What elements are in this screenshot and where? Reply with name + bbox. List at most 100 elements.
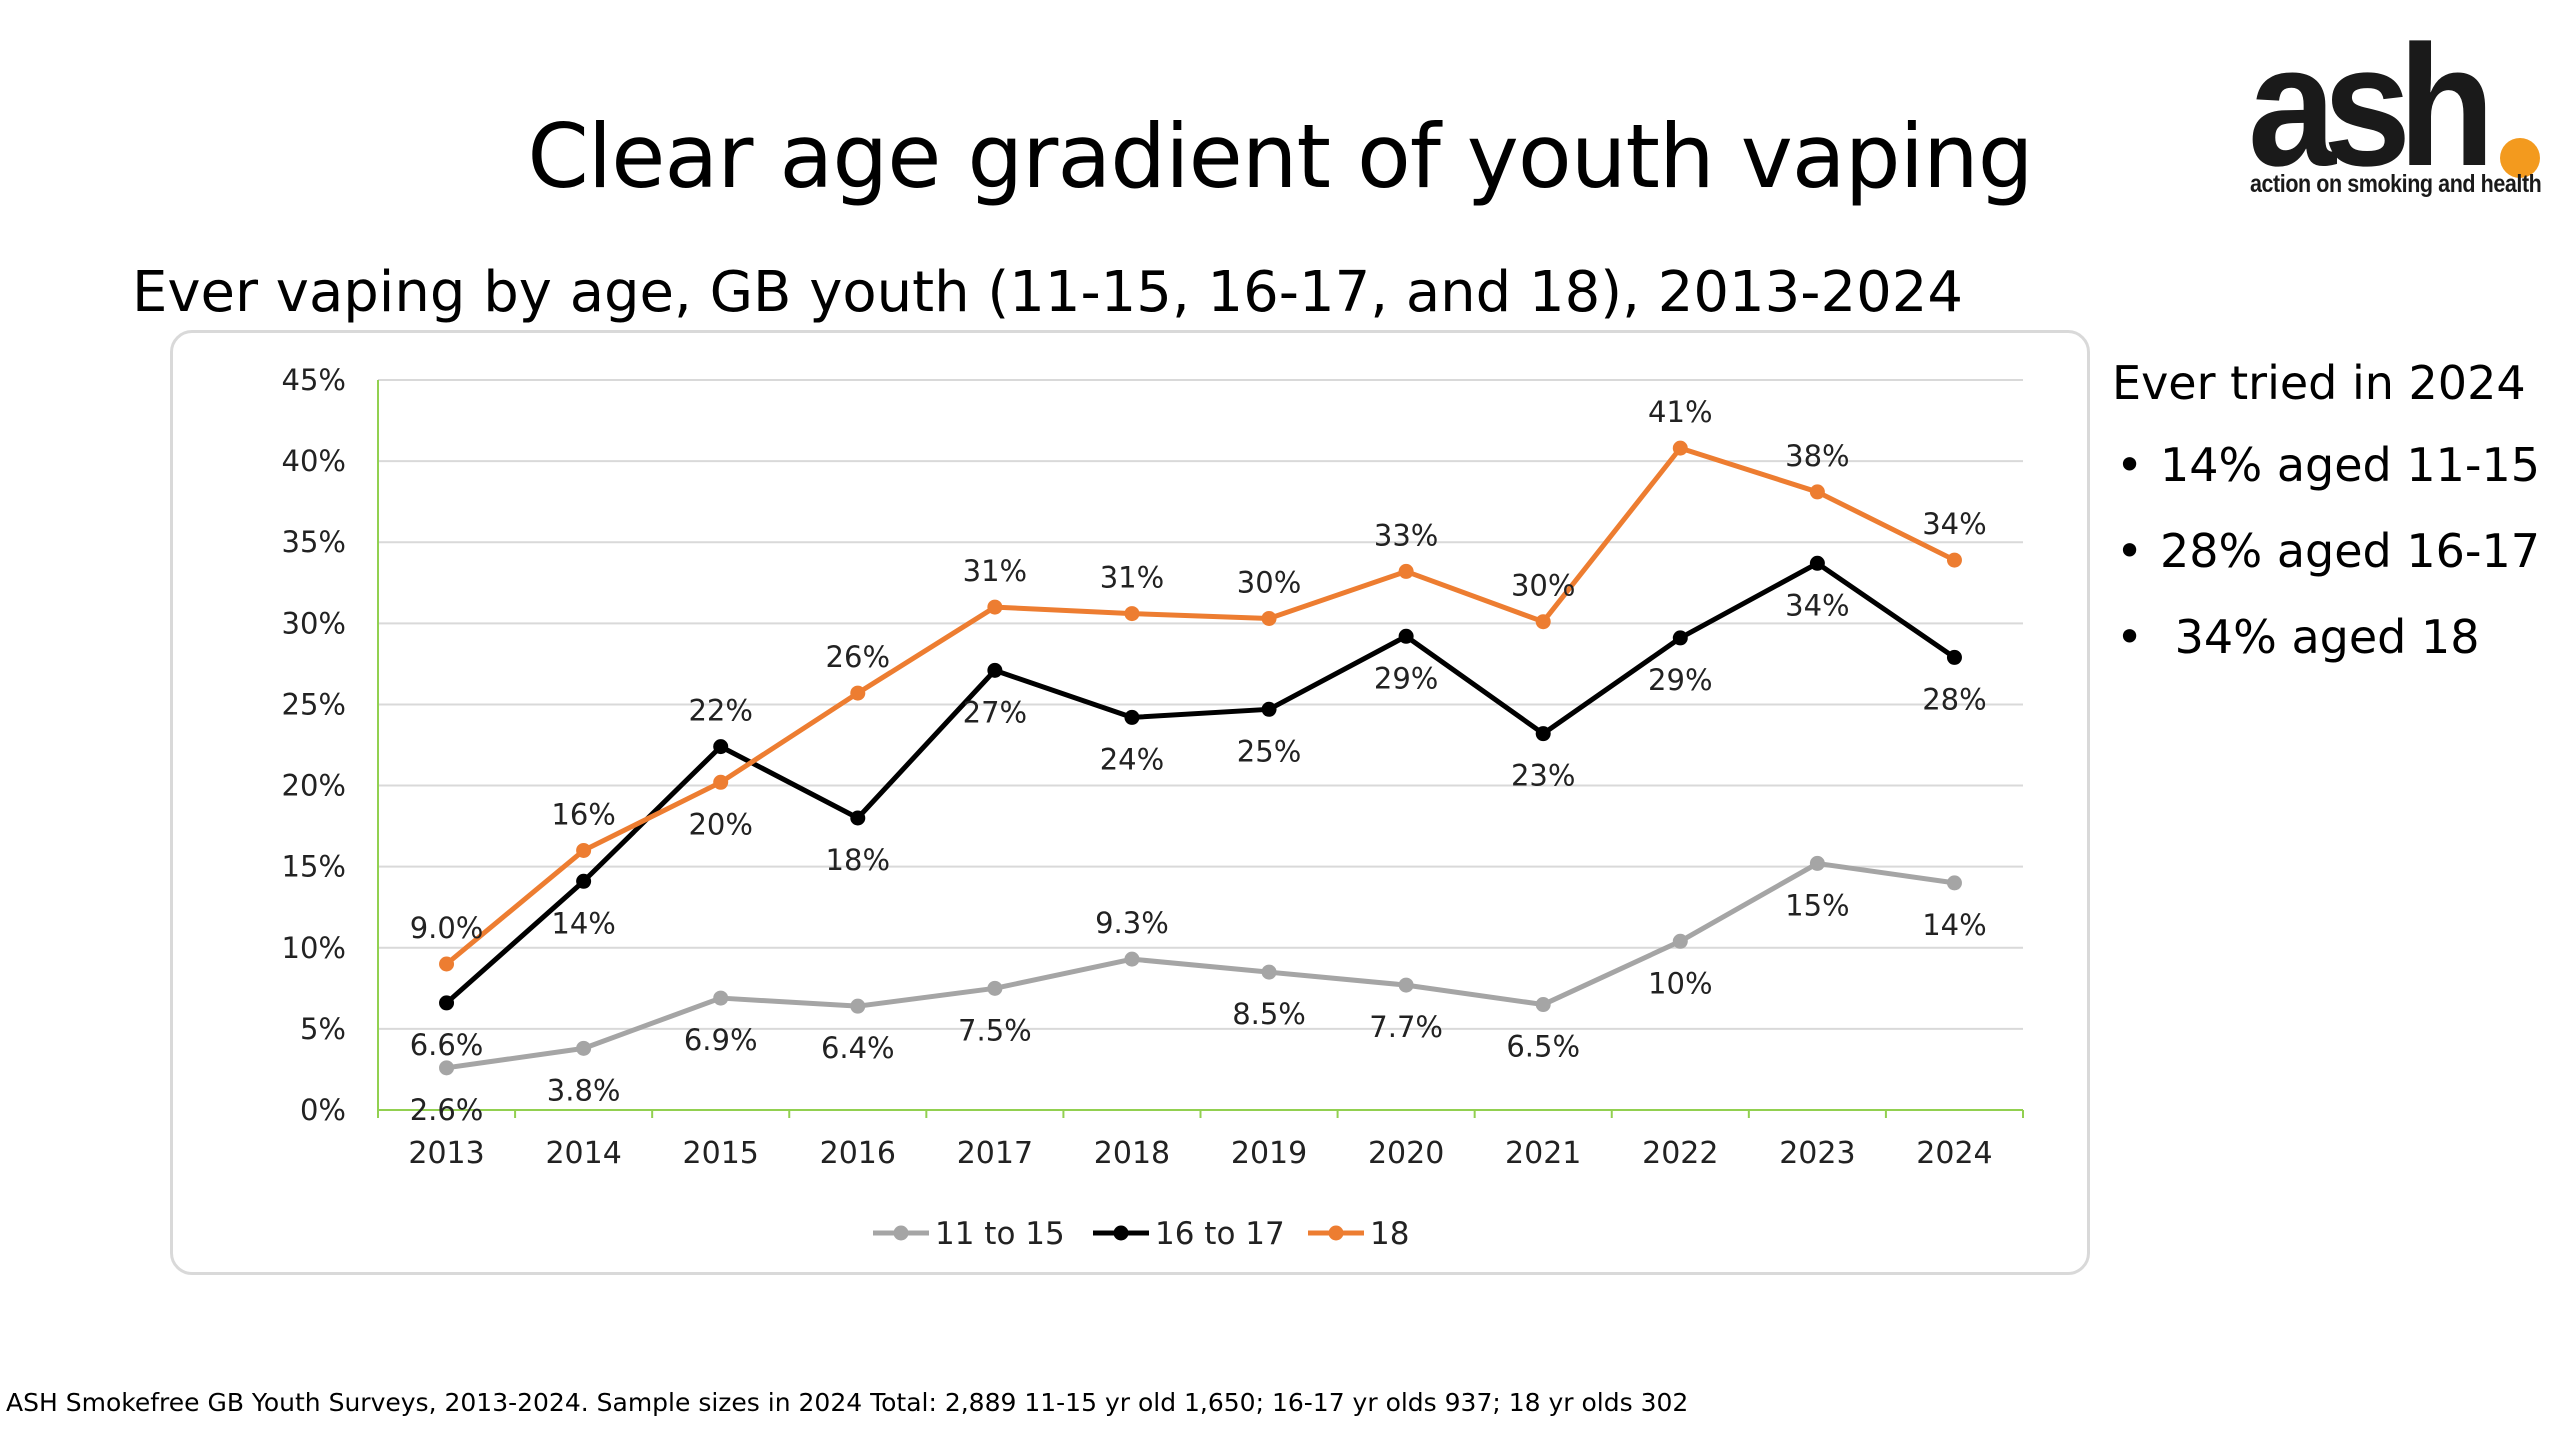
data-label: 33% (1374, 518, 1438, 552)
data-point (576, 873, 592, 889)
data-point (1398, 977, 1414, 993)
data-label: 9.3% (1095, 906, 1169, 940)
x-tick-label: 2017 (957, 1136, 1033, 1171)
data-point (850, 685, 866, 701)
summary-item: • 34% aged 18 (2112, 612, 2552, 662)
data-point (1809, 555, 1825, 571)
legend-marker (893, 1225, 909, 1241)
y-tick-label: 25% (282, 687, 346, 721)
data-point (1535, 997, 1551, 1013)
data-label: 16% (551, 797, 615, 831)
bullet-icon: • (2116, 438, 2144, 492)
data-label: 14% (1922, 908, 1986, 942)
data-label: 7.5% (958, 1013, 1032, 1047)
data-point (1398, 628, 1414, 644)
summary-item: • 14% aged 11-15 (2112, 440, 2552, 490)
summary-panel: Ever tried in 2024 • 14% aged 11-15 • 28… (2112, 356, 2552, 698)
series-line (444, 860, 1957, 1071)
x-tick-label: 2014 (545, 1136, 621, 1171)
data-label: 15% (1785, 888, 1849, 922)
series-line (444, 560, 1957, 1006)
data-label: 41% (1648, 395, 1712, 429)
bullet-icon: • (2116, 610, 2144, 664)
data-label: 6.9% (684, 1023, 758, 1057)
data-label: 30% (1237, 565, 1301, 599)
data-point (1672, 440, 1688, 456)
data-point (850, 998, 866, 1014)
x-tick-label: 2023 (1779, 1136, 1855, 1171)
x-tick-label: 2022 (1642, 1136, 1718, 1171)
data-point (1261, 701, 1277, 717)
data-point (439, 1060, 455, 1076)
y-tick-label: 5% (300, 1012, 346, 1046)
legend-marker (1328, 1225, 1344, 1241)
y-tick-label: 10% (282, 931, 346, 965)
data-label: 18% (826, 843, 890, 877)
series-line (444, 445, 1957, 967)
data-point (713, 774, 729, 790)
data-point (987, 599, 1003, 615)
data-label: 29% (1648, 663, 1712, 697)
data-point (987, 662, 1003, 678)
data-point (576, 842, 592, 858)
data-label: 24% (1100, 742, 1164, 776)
data-label: 7.7% (1369, 1010, 1443, 1044)
bullet-icon: • (2116, 524, 2144, 578)
data-point (1672, 933, 1688, 949)
logo-dot (2500, 138, 2540, 178)
ash-logo: ash action on smoking and health (2240, 20, 2550, 210)
summary-list: • 14% aged 11-15 • 28% aged 16-17 • 34% … (2112, 440, 2552, 662)
y-tick-label: 40% (282, 444, 346, 478)
data-label: 30% (1511, 569, 1575, 603)
data-label: 6.6% (410, 1028, 484, 1062)
logo-tagline: action on smoking and health (2250, 170, 2542, 198)
chart-subtitle: Ever vaping by age, GB youth (11-15, 16-… (132, 260, 1963, 325)
data-label: 9.0% (410, 911, 484, 945)
chart-area: 0% 5% 10% 15% 20% 25% 30% 35% 40% 45% 2013 2014 2015… (170, 330, 2090, 1275)
data-point (713, 990, 729, 1006)
summary-heading: Ever tried in 2024 (2112, 356, 2526, 410)
x-tick-label: 2020 (1368, 1136, 1444, 1171)
data-point (1946, 649, 1962, 665)
y-tick-label: 30% (282, 606, 346, 640)
data-label: 3.8% (547, 1073, 621, 1107)
data-point (1809, 484, 1825, 500)
data-point (576, 1040, 592, 1056)
x-tick-label: 2024 (1916, 1136, 1992, 1171)
summary-item-text: 28% aged 16-17 (2160, 524, 2541, 578)
data-label: 29% (1374, 661, 1438, 695)
data-point (439, 995, 455, 1011)
data-point (439, 956, 455, 972)
data-label: 25% (1237, 734, 1301, 768)
data-label: 14% (551, 906, 615, 940)
y-tick-label: 45% (282, 363, 346, 397)
legend-marker (1113, 1225, 1129, 1241)
x-tick-label: 2015 (683, 1136, 759, 1171)
x-tick-label: 2021 (1505, 1136, 1581, 1171)
data-label: 20% (688, 807, 752, 841)
data-point (850, 810, 866, 826)
data-point (1124, 606, 1140, 622)
y-tick-label: 35% (282, 525, 346, 559)
data-label: 34% (1785, 588, 1849, 622)
legend-label: 18 (1370, 1216, 1409, 1252)
data-label: 38% (1785, 439, 1849, 473)
data-label: 23% (1511, 759, 1575, 793)
data-label: 26% (826, 640, 890, 674)
data-label: 31% (1100, 561, 1164, 595)
source-footnote: ASH Smokefree GB Youth Surveys, 2013-202… (6, 1388, 1689, 1417)
data-point (1124, 709, 1140, 725)
data-label: 28% (1922, 682, 1986, 716)
data-label: 31% (963, 554, 1027, 588)
data-label: 10% (1648, 966, 1712, 1000)
data-point (713, 739, 729, 755)
x-tick-label: 2018 (1094, 1136, 1170, 1171)
x-tick-label: 2019 (1231, 1136, 1307, 1171)
data-label: 6.4% (821, 1031, 895, 1065)
summary-item: • 28% aged 16-17 (2112, 526, 2552, 576)
y-tick-label: 20% (282, 769, 346, 803)
logo-wordmark: ash (2248, 10, 2495, 202)
data-point (1535, 726, 1551, 742)
data-point (987, 980, 1003, 996)
summary-item-text: 14% aged 11-15 (2160, 438, 2541, 492)
